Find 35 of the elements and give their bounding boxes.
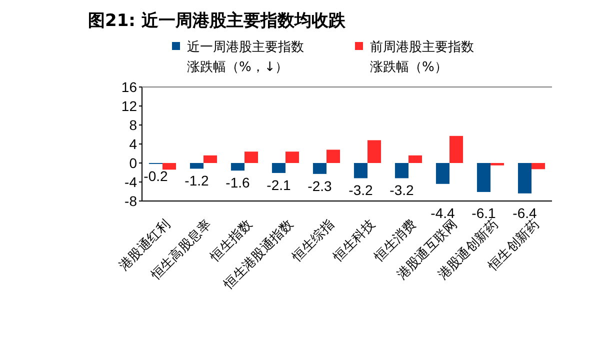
y-tick-label: -8: [124, 193, 138, 209]
bar: [204, 155, 218, 163]
bar: [162, 163, 176, 170]
bar: [394, 163, 408, 178]
bar: [436, 163, 450, 184]
bar: [312, 163, 326, 174]
bar: [190, 163, 204, 169]
data-label: -2.1: [266, 176, 292, 193]
bar: [476, 163, 490, 192]
data-label: -3.2: [390, 182, 414, 198]
data-label: -2.3: [308, 178, 332, 194]
bar: [532, 163, 546, 170]
y-tick-label: 4: [129, 136, 138, 152]
y-tick-label: 8: [129, 117, 138, 133]
bar: [408, 155, 422, 163]
y-tick-label: 12: [121, 98, 138, 114]
data-label: -1.2: [184, 172, 210, 189]
data-label: -3.2: [348, 182, 374, 198]
y-tick-label: -4: [124, 174, 138, 190]
bar: [450, 136, 464, 163]
bar: [354, 163, 368, 178]
data-label: -0.2: [144, 168, 168, 184]
bar: [272, 163, 286, 173]
legend-label: 前周港股主要指数涨跌幅（%）: [370, 39, 474, 75]
bar: [518, 163, 532, 194]
y-tick-label: 0: [129, 155, 138, 171]
bar: [244, 152, 258, 163]
y-tick-label: 16: [121, 79, 138, 95]
bar: [230, 163, 244, 171]
bar: [368, 140, 382, 163]
bar: [326, 150, 340, 163]
bar: [286, 152, 300, 163]
legend-label: 近一周港股主要指数涨跌幅（%，↓）: [187, 39, 304, 75]
data-label: -1.6: [226, 174, 250, 191]
title: 图21: 近一周港股主要指数均收跌: [88, 11, 346, 31]
